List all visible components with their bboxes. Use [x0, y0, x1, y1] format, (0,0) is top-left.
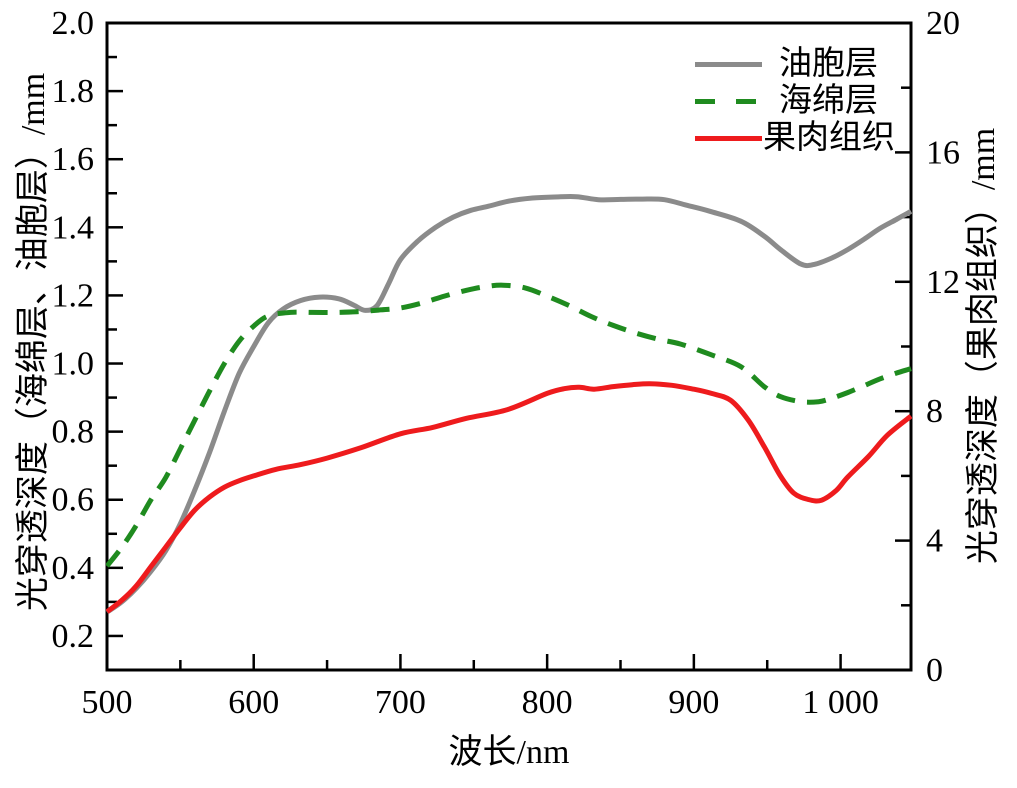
- tick-label: 0: [926, 652, 943, 689]
- legend-item: 果肉组织: [695, 120, 895, 157]
- y-right-axis-title: 光穿透深度（果肉组织）/mm: [965, 127, 1002, 565]
- tick-label: 4: [926, 523, 943, 560]
- legend-line-swatch-dashed-green: [695, 99, 762, 104]
- tick-label: 1.8: [52, 73, 95, 110]
- tick-label: 900: [668, 684, 719, 721]
- series-line-油胞层: [106, 194, 912, 615]
- y-left-axis-title: 光穿透深度（海绵层、油胞层）/mm: [15, 72, 52, 612]
- series-line-果肉组织: [106, 381, 912, 614]
- x-axis-title: 波长/nm: [448, 734, 570, 771]
- tick-label: 2.0: [52, 5, 95, 42]
- plot-frame: [105, 21, 913, 672]
- tick-label: 500: [82, 684, 133, 721]
- tick-label: 16: [926, 134, 960, 171]
- tick-label: 12: [926, 264, 960, 301]
- legend: 油胞层 海绵层 果肉组织: [695, 46, 895, 157]
- tick-label: 0.6: [52, 482, 95, 519]
- tick-label: 1.4: [52, 209, 95, 246]
- tick-label: 0.2: [52, 618, 95, 655]
- legend-item-label: 果肉组织: [763, 120, 895, 156]
- tick-label: 8: [926, 393, 943, 430]
- tick-label: 600: [228, 684, 279, 721]
- tick-label: 1.0: [52, 346, 95, 383]
- tick-label: 1 000: [802, 684, 879, 721]
- legend-line-swatch-solid-gray: [695, 62, 762, 67]
- legend-line-swatch-solid-red: [695, 136, 762, 141]
- tick-label: 1.2: [52, 277, 95, 314]
- legend-item: 海绵层: [695, 83, 895, 120]
- legend-item: 油胞层: [695, 46, 895, 83]
- tick-label: 0.4: [52, 550, 95, 587]
- series-line-海绵层: [106, 282, 912, 568]
- tick-label: 0.8: [52, 414, 95, 451]
- tick-label: 1.6: [52, 141, 95, 178]
- tick-label: 800: [522, 684, 573, 721]
- legend-item-label: 油胞层: [779, 46, 878, 82]
- tick-label: 700: [375, 684, 426, 721]
- legend-item-label: 海绵层: [779, 83, 878, 119]
- tick-label: 20: [926, 5, 960, 42]
